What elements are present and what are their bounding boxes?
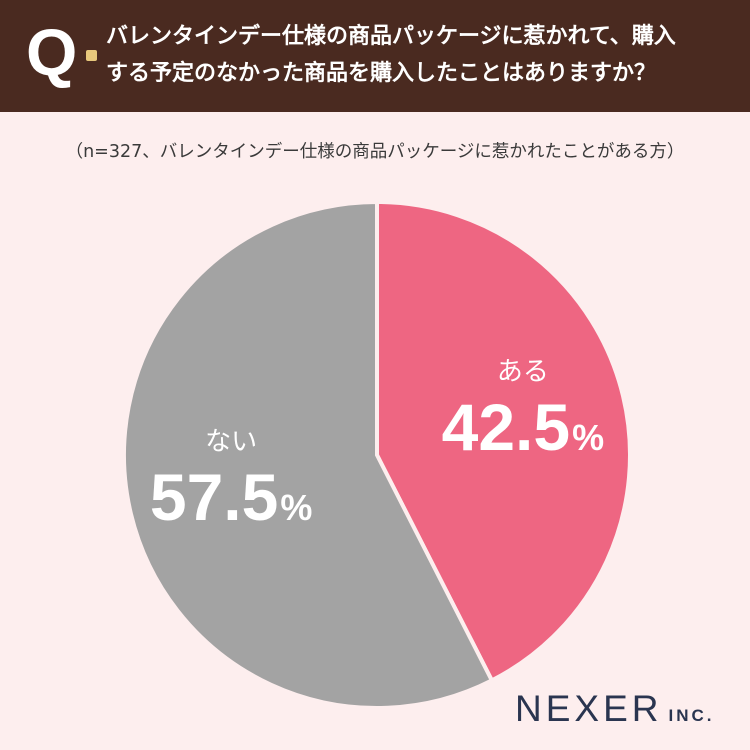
question-line-2: する予定のなかった商品を購入したことはありますか？: [106, 61, 657, 86]
slice-value-aru: 42.5%: [442, 390, 604, 464]
question-text: バレンタインデー仕様の商品パッケージに惹かれて、購入 する予定のなかった商品を購…: [106, 18, 736, 92]
pie-slices: [122, 199, 633, 710]
q-dot-icon: [86, 50, 97, 61]
q-mark: Q: [26, 15, 78, 89]
logo-sub-text: INC.: [668, 706, 715, 725]
pie-slice-nai: [122, 199, 495, 710]
header-bar: Q バレンタインデー仕様の商品パッケージに惹かれて、購入 する予定のなかった商品…: [0, 0, 750, 112]
slice-label-nai: ない: [205, 427, 257, 457]
sample-note: （n=327、バレンタインデー仕様の商品パッケージに惹かれたことがある方）: [65, 142, 685, 162]
question-line-1: バレンタインデー仕様の商品パッケージに惹かれて、購入: [106, 24, 676, 49]
slice-label-aru: ある: [497, 357, 549, 387]
logo-main-text: NEXER: [515, 688, 663, 729]
slice-value-nai: 57.5%: [150, 460, 312, 534]
company-logo: NEXER INC.: [515, 688, 714, 730]
pie-slice-aru: [375, 199, 633, 684]
